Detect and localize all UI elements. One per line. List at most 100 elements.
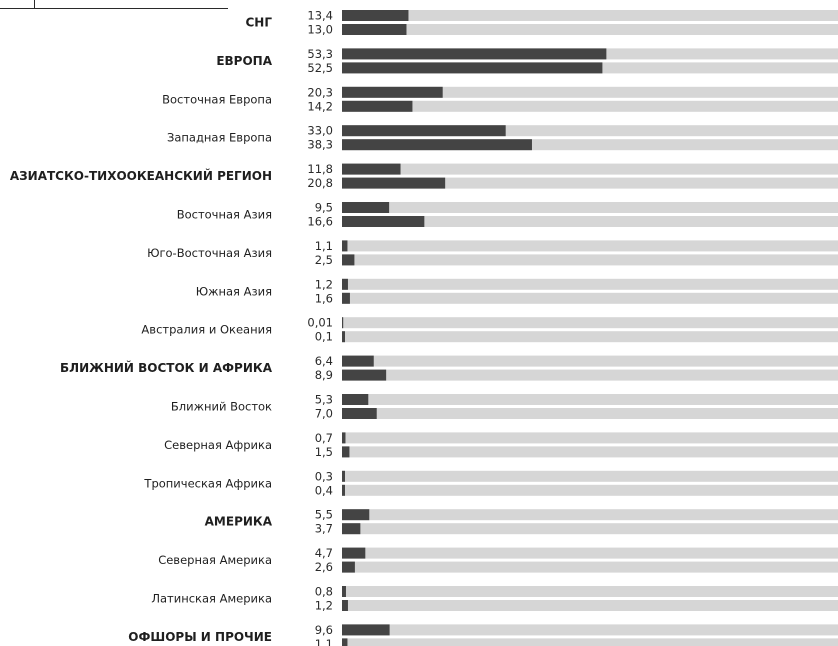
bar-track xyxy=(342,317,838,329)
value-label: 53,3 xyxy=(307,47,333,61)
bar xyxy=(342,216,425,227)
value-label: 2,5 xyxy=(315,253,333,267)
chart-row: АМЕРИКА 5,53,7 xyxy=(205,508,838,536)
chart-row: БЛИЖНИЙ ВОСТОК И АФРИКА 6,48,9 xyxy=(60,354,838,382)
bar xyxy=(342,62,603,74)
bar xyxy=(342,561,355,573)
category-label: Западная Европа xyxy=(167,131,272,145)
bar xyxy=(342,125,506,137)
bar xyxy=(342,278,348,290)
value-label: 9,5 xyxy=(315,201,333,215)
bar-track xyxy=(342,240,838,252)
chart-row: Австралия и Океания 0,010,1 xyxy=(141,316,838,344)
value-label: 7,0 xyxy=(315,407,333,421)
bar xyxy=(342,177,446,189)
value-label: 5,5 xyxy=(315,508,333,522)
bar-track xyxy=(342,100,838,112)
value-label: 9,6 xyxy=(315,623,333,637)
value-label: 8,9 xyxy=(315,368,333,382)
value-label: 38,3 xyxy=(307,138,333,152)
chart-row: СНГ 13,413,0 xyxy=(246,9,838,37)
bar xyxy=(342,254,355,266)
bar-track xyxy=(342,202,838,213)
bar-track xyxy=(342,586,838,597)
chart-row: ЕВРОПА 53,352,5 xyxy=(216,47,838,75)
value-label: 1,5 xyxy=(315,445,333,459)
bar-track xyxy=(342,292,838,304)
category-label: Ближний Восток xyxy=(171,400,272,414)
bar-track xyxy=(342,523,838,535)
category-label: ЕВРОПА xyxy=(216,54,272,68)
value-label: 0,01 xyxy=(307,316,333,330)
bar xyxy=(342,586,346,597)
value-label: 0,4 xyxy=(315,483,333,497)
bar xyxy=(342,139,532,151)
bar-track xyxy=(342,355,838,367)
value-label: 6,4 xyxy=(315,354,333,368)
bar xyxy=(342,600,348,611)
value-label: 13,4 xyxy=(307,9,333,23)
bar xyxy=(342,100,413,112)
bar xyxy=(342,638,348,646)
category-label: ОФШОРЫ И ПРОЧИЕ xyxy=(128,630,272,644)
bar-track xyxy=(342,446,838,458)
chart-row: Восточная Азия 9,516,6 xyxy=(177,201,838,229)
bar-track xyxy=(342,10,838,21)
bar-track xyxy=(342,216,838,227)
bar-track xyxy=(342,638,838,646)
bar xyxy=(342,394,369,405)
chart-rows: СНГ 13,413,0 ЕВРОПА 53,352,5 Восточная Европ… xyxy=(10,9,838,646)
chart-row: Латинская Америка 0,81,2 xyxy=(151,585,838,613)
bar-track xyxy=(342,254,838,266)
bar-track xyxy=(342,139,838,151)
category-label: Тропическая Африка xyxy=(143,476,272,490)
value-label: 0,3 xyxy=(315,469,333,483)
bar xyxy=(342,547,366,559)
bar-track xyxy=(342,432,838,444)
bar xyxy=(342,624,390,636)
bar-track xyxy=(342,177,838,189)
category-label: Латинская Америка xyxy=(151,592,272,606)
category-label: СНГ xyxy=(246,16,273,30)
bar-track xyxy=(342,600,838,611)
value-label: 1,2 xyxy=(315,599,333,613)
bar-track xyxy=(342,484,838,496)
bar xyxy=(342,48,607,60)
bar-track xyxy=(342,24,838,35)
value-label: 5,3 xyxy=(315,393,333,407)
header-rule xyxy=(0,8,228,9)
bar-track xyxy=(342,624,838,636)
bar xyxy=(342,355,374,367)
value-label: 14,2 xyxy=(307,99,333,113)
bar xyxy=(342,432,346,444)
bar xyxy=(342,523,361,535)
header-rule-tick xyxy=(34,0,35,9)
chart-row: Тропическая Африка 0,30,4 xyxy=(143,469,838,497)
value-label: 2,6 xyxy=(315,560,333,574)
bar-track xyxy=(342,408,838,419)
category-label: АМЕРИКА xyxy=(205,515,273,529)
bar-track xyxy=(342,86,838,98)
category-label: Северная Африка xyxy=(164,438,272,452)
category-label: Юго-Восточная Азия xyxy=(147,246,272,260)
chart-row: Ближний Восток 5,37,0 xyxy=(171,393,838,421)
bar xyxy=(342,202,390,213)
bar xyxy=(342,331,345,343)
value-label: 16,6 xyxy=(307,215,333,229)
bar-track xyxy=(342,561,838,573)
value-label: 20,8 xyxy=(307,176,333,190)
category-label: БЛИЖНИЙ ВОСТОК И АФРИКА xyxy=(60,360,273,375)
bar-track xyxy=(342,369,838,381)
chart-row: Восточная Европа 20,314,2 xyxy=(162,85,838,113)
bar xyxy=(342,86,443,98)
bar-track xyxy=(342,394,838,405)
value-label: 4,7 xyxy=(315,546,333,560)
bar xyxy=(342,163,401,175)
category-label: Австралия и Океания xyxy=(141,323,272,337)
bar xyxy=(342,240,348,252)
value-label: 0,8 xyxy=(315,585,333,599)
category-label: Южная Азия xyxy=(196,284,272,298)
chart-row: Северная Америка 4,72,6 xyxy=(158,546,838,574)
chart-row: ОФШОРЫ И ПРОЧИЕ 9,61,1 xyxy=(128,623,838,646)
